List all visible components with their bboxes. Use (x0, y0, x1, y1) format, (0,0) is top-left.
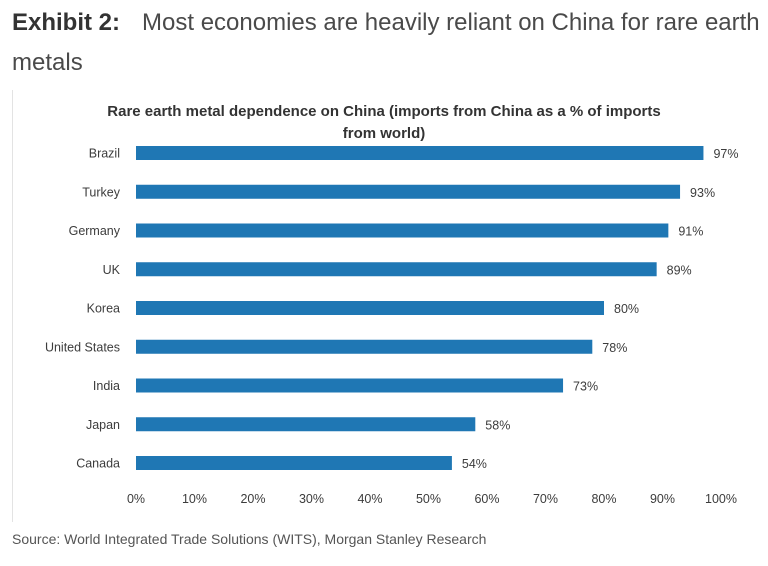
category-label: United States (45, 340, 120, 354)
category-label: Turkey (82, 185, 120, 199)
value-label: 93% (690, 186, 715, 200)
x-tick-label: 70% (533, 492, 558, 506)
exhibit-headline: Exhibit 2: Most economies are heavily rel… (12, 3, 762, 83)
x-tick-label: 50% (416, 492, 441, 506)
value-label: 89% (667, 263, 692, 277)
value-label: 73% (573, 380, 598, 394)
x-tick-label: 90% (650, 492, 675, 506)
x-tick-label: 30% (299, 492, 324, 506)
value-label: 80% (614, 302, 639, 316)
value-label: 97% (713, 147, 738, 161)
bar (136, 301, 604, 315)
x-tick-label: 0% (127, 492, 145, 506)
bar (136, 417, 476, 432)
x-tick-label: 80% (591, 492, 616, 506)
chart-frame (12, 90, 757, 522)
chart-title-line: from world) (343, 125, 426, 142)
category-label: Canada (76, 457, 120, 471)
bar (136, 456, 452, 470)
x-tick-label: 20% (240, 492, 265, 506)
category-label: India (93, 379, 120, 393)
exhibit-title: Most economies are heavily reliant on Ch… (12, 9, 760, 76)
x-tick-label: 10% (182, 492, 207, 506)
x-tick-label: 40% (357, 492, 382, 506)
bar (136, 262, 657, 277)
bar (136, 223, 669, 238)
bar (136, 146, 704, 160)
exhibit-label: Exhibit 2: (12, 9, 121, 36)
value-label: 91% (678, 225, 703, 239)
source-note: Source: World Integrated Trade Solutions… (12, 531, 487, 547)
bar (136, 184, 681, 199)
category-label: UK (103, 263, 121, 277)
bar (136, 339, 593, 354)
value-label: 54% (462, 457, 487, 471)
bar-chart: Rare earth metal dependence on China (im… (45, 103, 739, 506)
category-label: Brazil (89, 147, 120, 161)
value-label: 78% (602, 341, 627, 355)
category-label: Japan (86, 418, 120, 432)
value-label: 58% (485, 418, 510, 432)
category-label: Korea (87, 302, 120, 316)
bar (136, 378, 564, 393)
chart-title-line: Rare earth metal dependence on China (im… (107, 103, 660, 120)
x-tick-label: 100% (705, 492, 737, 506)
x-tick-label: 60% (474, 492, 499, 506)
category-label: Germany (69, 224, 121, 238)
